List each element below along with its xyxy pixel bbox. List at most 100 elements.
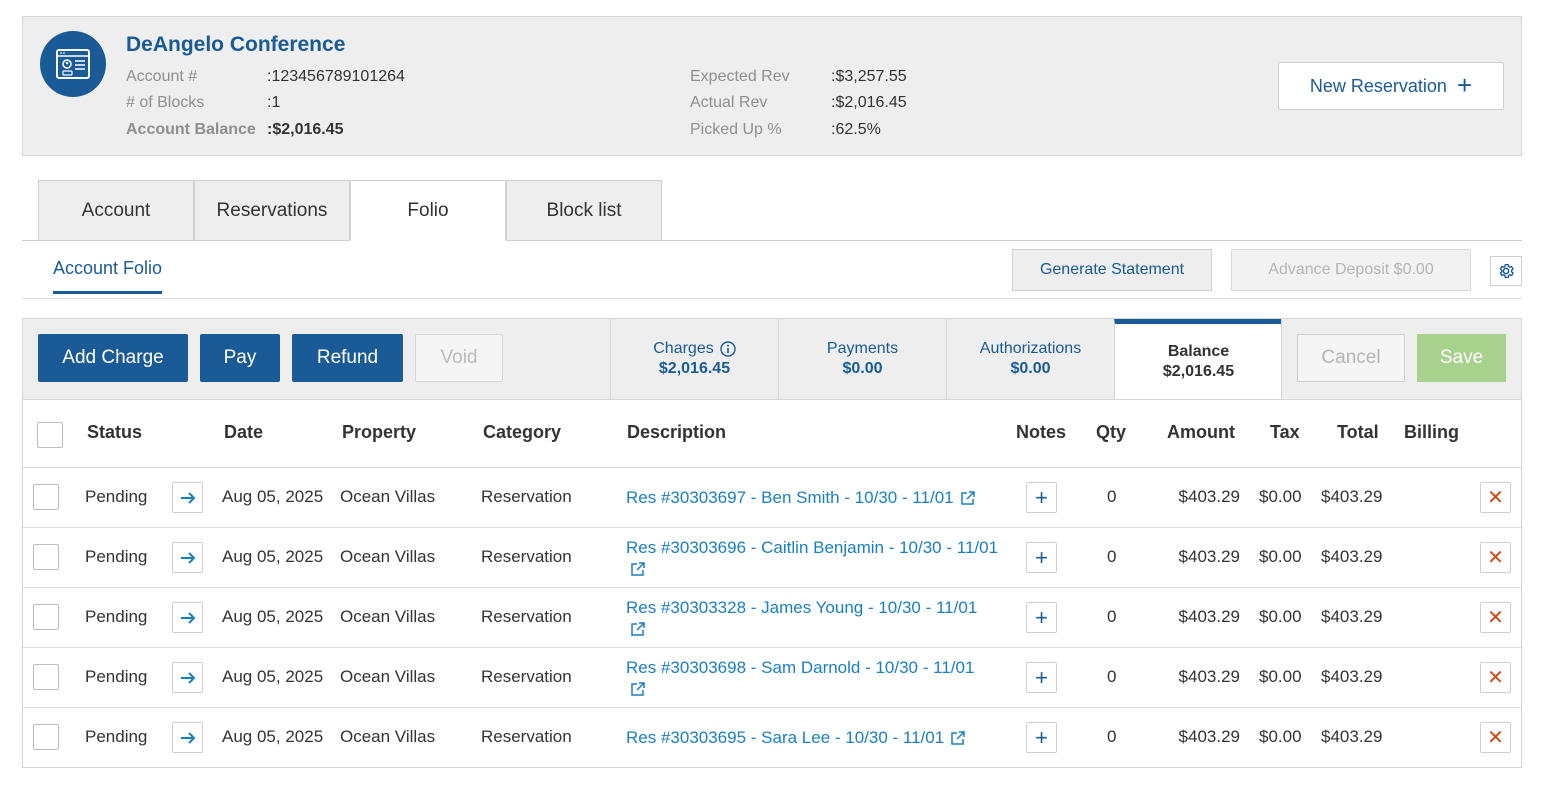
charges-amount: $2,016.45 bbox=[658, 360, 731, 377]
close-icon[interactable]: ✕ bbox=[1480, 722, 1511, 753]
add-note-button[interactable]: + bbox=[1026, 662, 1057, 693]
date-cell: Aug 05, 2025 bbox=[222, 607, 324, 626]
tax-cell: $0.00 bbox=[1259, 487, 1302, 506]
row-checkbox[interactable] bbox=[33, 604, 59, 630]
date-cell: Aug 05, 2025 bbox=[222, 487, 324, 506]
table-header: Status Date Property Category Descriptio… bbox=[23, 400, 1521, 468]
expected-rev-label: Expected Rev bbox=[690, 68, 790, 85]
folio-toolbar: Add Charge Pay Refund Void Charges $2,01… bbox=[22, 318, 1522, 400]
description-link[interactable]: Res #30303695 - Sara Lee - 10/30 - 11/01 bbox=[626, 727, 1006, 748]
account-header: DeAngelo Conference Account # # of Block… bbox=[22, 16, 1522, 156]
void-button[interactable]: Void bbox=[415, 334, 503, 382]
description-link[interactable]: Res #30303698 - Sam Darnold - 10/30 - 11… bbox=[626, 657, 1006, 699]
amount-cell: $403.29 bbox=[1178, 727, 1240, 746]
status-cell: Pending bbox=[85, 667, 148, 686]
col-qty[interactable]: Qty bbox=[1096, 422, 1127, 442]
property-cell: Ocean Villas bbox=[340, 727, 436, 746]
payments-amount: $0.00 bbox=[842, 360, 883, 377]
add-note-button[interactable]: + bbox=[1026, 542, 1057, 573]
external-link-icon bbox=[631, 622, 645, 636]
arrow-right-icon[interactable] bbox=[172, 602, 203, 633]
tab-reservations[interactable]: Reservations bbox=[194, 180, 350, 241]
external-link-icon bbox=[631, 562, 645, 576]
table-row[interactable]: Pending Aug 05, 2025 Ocean Villas Reserv… bbox=[23, 648, 1521, 708]
toolbar-divider bbox=[1281, 319, 1282, 399]
col-date[interactable]: Date bbox=[224, 422, 264, 442]
amount-cell: $403.29 bbox=[1178, 607, 1240, 626]
account-number-label: Account # bbox=[126, 68, 198, 85]
qty-cell: 0 bbox=[1107, 547, 1117, 566]
col-status[interactable]: Status bbox=[87, 422, 143, 442]
close-icon[interactable]: ✕ bbox=[1480, 482, 1511, 513]
row-checkbox[interactable] bbox=[33, 664, 59, 690]
refund-button[interactable]: Refund bbox=[292, 334, 403, 382]
description-link[interactable]: Res #30303696 - Caitlin Benjamin - 10/30… bbox=[626, 537, 1006, 579]
col-description[interactable]: Description bbox=[627, 422, 727, 442]
actual-rev-label: Actual Rev bbox=[690, 94, 768, 111]
arrow-right-icon[interactable] bbox=[172, 662, 203, 693]
tab-folio[interactable]: Folio bbox=[350, 180, 506, 241]
gear-icon[interactable] bbox=[1490, 256, 1522, 286]
generate-statement-button[interactable]: Generate Statement bbox=[1012, 249, 1212, 291]
close-icon[interactable]: ✕ bbox=[1480, 602, 1511, 633]
add-note-button[interactable]: + bbox=[1026, 722, 1057, 753]
tab-block-list[interactable]: Block list bbox=[506, 180, 662, 241]
cancel-button[interactable]: Cancel bbox=[1297, 334, 1405, 382]
balance-summary[interactable]: Balance $2,016.45 bbox=[1114, 319, 1282, 399]
add-note-button[interactable]: + bbox=[1026, 482, 1057, 513]
account-balance-value: :$2,016.45 bbox=[267, 121, 344, 138]
picked-up-value: :62.5% bbox=[831, 121, 881, 138]
blocks-label: # of Blocks bbox=[126, 94, 205, 111]
description-link[interactable]: Res #30303328 - James Young - 10/30 - 11… bbox=[626, 597, 1006, 639]
date-cell: Aug 05, 2025 bbox=[222, 667, 324, 686]
plus-icon: + bbox=[1456, 70, 1473, 100]
row-checkbox[interactable] bbox=[33, 724, 59, 750]
table-row[interactable]: Pending Aug 05, 2025 Ocean Villas Reserv… bbox=[23, 588, 1521, 648]
subtab-account-folio[interactable]: Account Folio bbox=[53, 258, 163, 294]
qty-cell: 0 bbox=[1107, 727, 1117, 746]
col-billing[interactable]: Billing bbox=[1404, 422, 1459, 442]
total-cell: $403.29 bbox=[1321, 487, 1383, 506]
col-tax[interactable]: Tax bbox=[1270, 422, 1300, 442]
category-cell: Reservation bbox=[481, 547, 572, 566]
balance-amount: $2,016.45 bbox=[1162, 362, 1235, 380]
payments-label: Payments bbox=[826, 340, 899, 357]
table-row[interactable]: Pending Aug 05, 2025 Ocean Villas Reserv… bbox=[23, 468, 1521, 528]
select-all-checkbox[interactable] bbox=[37, 422, 63, 448]
tax-cell: $0.00 bbox=[1259, 727, 1302, 746]
amount-cell: $403.29 bbox=[1178, 487, 1240, 506]
save-button[interactable]: Save bbox=[1417, 334, 1506, 382]
row-checkbox[interactable] bbox=[33, 484, 59, 510]
add-note-button[interactable]: + bbox=[1026, 602, 1057, 633]
charges-summary[interactable]: Charges $2,016.45 bbox=[610, 319, 778, 399]
authorizations-summary[interactable]: Authorizations $0.00 bbox=[946, 319, 1114, 399]
property-cell: Ocean Villas bbox=[340, 667, 436, 686]
col-total[interactable]: Total bbox=[1337, 422, 1379, 442]
advance-deposit-button[interactable]: Advance Deposit $0.00 bbox=[1231, 249, 1471, 291]
arrow-right-icon[interactable] bbox=[172, 722, 203, 753]
arrow-right-icon[interactable] bbox=[172, 542, 203, 573]
add-charge-button[interactable]: Add Charge bbox=[38, 334, 188, 382]
close-icon[interactable]: ✕ bbox=[1480, 542, 1511, 573]
tab-account[interactable]: Account bbox=[38, 180, 194, 241]
close-icon[interactable]: ✕ bbox=[1480, 662, 1511, 693]
col-category[interactable]: Category bbox=[483, 422, 562, 442]
new-reservation-button[interactable]: New Reservation + bbox=[1278, 62, 1504, 110]
table-row[interactable]: Pending Aug 05, 2025 Ocean Villas Reserv… bbox=[23, 708, 1521, 768]
table-row[interactable]: Pending Aug 05, 2025 Ocean Villas Reserv… bbox=[23, 528, 1521, 588]
status-cell: Pending bbox=[85, 607, 148, 626]
tax-cell: $0.00 bbox=[1259, 607, 1302, 626]
folio-table: Status Date Property Category Descriptio… bbox=[22, 400, 1522, 768]
arrow-right-icon[interactable] bbox=[172, 482, 203, 513]
row-checkbox[interactable] bbox=[33, 544, 59, 570]
tax-cell: $0.00 bbox=[1259, 547, 1302, 566]
pay-button[interactable]: Pay bbox=[200, 334, 280, 382]
col-property[interactable]: Property bbox=[342, 422, 417, 442]
col-notes[interactable]: Notes bbox=[1016, 422, 1067, 442]
col-amount[interactable]: Amount bbox=[1167, 422, 1235, 442]
authorizations-label: Authorizations bbox=[979, 340, 1082, 357]
property-cell: Ocean Villas bbox=[340, 547, 436, 566]
payments-summary[interactable]: Payments $0.00 bbox=[778, 319, 946, 399]
category-cell: Reservation bbox=[481, 487, 572, 506]
description-link[interactable]: Res #30303697 - Ben Smith - 10/30 - 11/0… bbox=[626, 487, 1006, 508]
